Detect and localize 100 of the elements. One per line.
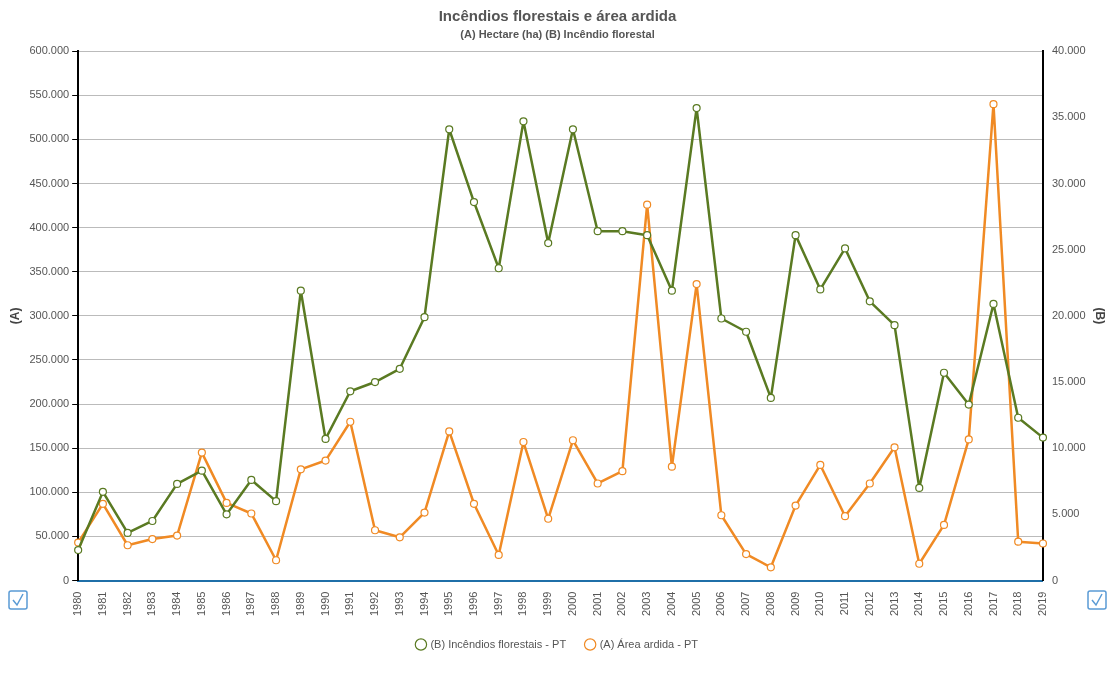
point <box>989 299 998 309</box>
point <box>370 377 380 387</box>
y-tick-label: 600.000 <box>29 44 70 57</box>
y-tick-label: 300.000 <box>29 308 70 321</box>
point <box>395 364 404 373</box>
y-tick-label: 400.000 <box>29 220 70 233</box>
point <box>964 435 973 444</box>
y2-tick-label: 10.000 <box>1051 441 1086 454</box>
point <box>519 117 528 126</box>
y-tick-label: 550.000 <box>29 88 70 101</box>
point <box>98 487 107 496</box>
point <box>643 231 652 240</box>
point <box>197 466 206 475</box>
x-tick-label: 1985 <box>194 591 207 617</box>
point <box>766 393 775 403</box>
x-tick-label: 2009 <box>788 591 801 617</box>
y-tick-label: 50.000 <box>35 529 70 542</box>
point <box>321 434 330 444</box>
x-tick-label: 1996 <box>467 591 480 617</box>
point <box>1014 537 1023 546</box>
x-tick-label: 1992 <box>368 591 381 617</box>
x-tick-label: 2007 <box>739 591 752 617</box>
chart-subtitle: (A) Hectare (ha) (B) Incêndio florestal <box>460 27 655 40</box>
y-tick-label: 500.000 <box>29 132 70 145</box>
point <box>692 104 701 113</box>
x-tick-label: 1989 <box>293 591 306 617</box>
point <box>123 528 132 537</box>
y2-tick-label: 35.000 <box>1051 110 1086 123</box>
x-tick-label: 1998 <box>516 591 529 617</box>
point <box>222 498 231 507</box>
point <box>717 314 726 323</box>
point <box>964 400 973 409</box>
x-tick-label: 1999 <box>541 591 554 617</box>
point <box>296 465 305 474</box>
point <box>816 460 825 470</box>
point <box>791 231 800 240</box>
x-tick-label: 2016 <box>961 591 974 617</box>
y2-tick-label: 30.000 <box>1051 176 1086 189</box>
point <box>939 368 949 377</box>
y2-tick-label: 15.000 <box>1051 375 1086 388</box>
point <box>915 559 924 568</box>
point <box>247 475 256 485</box>
point <box>989 100 998 109</box>
x-tick-label: 1983 <box>145 591 158 617</box>
x-tick-label: 1990 <box>318 591 331 617</box>
point <box>173 479 182 489</box>
y-tick-label: 250.000 <box>29 353 70 366</box>
x-tick-label: 2015 <box>937 591 950 617</box>
x-tick-label: 2002 <box>615 591 628 617</box>
y2-tick-label: 5.000 <box>1051 507 1080 520</box>
y2-tick-label: 20.000 <box>1051 308 1086 321</box>
point <box>717 511 726 520</box>
point <box>197 448 206 457</box>
point <box>494 264 503 273</box>
x-tick-label: 2018 <box>1011 591 1024 617</box>
y-tick-label: 100.000 <box>29 485 70 498</box>
point <box>742 327 751 336</box>
point <box>643 200 652 209</box>
point <box>840 244 850 253</box>
x-tick-label: 1993 <box>392 591 405 617</box>
x-tick-label: 2001 <box>590 591 603 617</box>
point <box>346 387 355 396</box>
point <box>271 497 281 506</box>
point <box>544 238 553 248</box>
point <box>593 227 602 236</box>
x-tick-label: 1988 <box>269 591 282 617</box>
x-tick-label: 1994 <box>417 591 430 617</box>
point <box>840 512 850 521</box>
point <box>618 227 627 236</box>
y2-tick-label: 0 <box>1051 573 1059 586</box>
point <box>469 197 479 207</box>
point <box>865 297 874 306</box>
point <box>816 285 825 294</box>
x-tick-label: 2011 <box>838 591 851 616</box>
point <box>544 514 553 523</box>
point <box>98 499 107 508</box>
x-tick-label: 1981 <box>95 591 108 617</box>
y2-axis-title: (B) <box>1093 307 1108 325</box>
y-tick-label: 0 <box>63 573 70 586</box>
x-tick-label: 2003 <box>640 591 653 617</box>
y-axis-title: (A) <box>7 307 22 325</box>
point <box>123 541 132 550</box>
point <box>445 427 454 436</box>
x-tick-label: 2000 <box>565 591 578 617</box>
point <box>890 321 899 330</box>
point <box>890 443 899 452</box>
x-tick-label: 1987 <box>244 591 257 617</box>
x-tick-label: 2013 <box>887 591 900 617</box>
point <box>568 125 578 134</box>
x-tick-label: 2004 <box>664 591 677 617</box>
x-tick-label: 2012 <box>862 591 875 617</box>
x-tick-label: 1982 <box>120 591 133 617</box>
point <box>766 563 775 572</box>
point <box>742 549 751 559</box>
x-tick-label: 1986 <box>219 591 232 617</box>
y-tick-label: 350.000 <box>29 264 70 277</box>
x-tick-label: 1984 <box>170 591 183 617</box>
point <box>469 499 479 508</box>
point <box>1038 539 1048 548</box>
point <box>915 483 924 492</box>
